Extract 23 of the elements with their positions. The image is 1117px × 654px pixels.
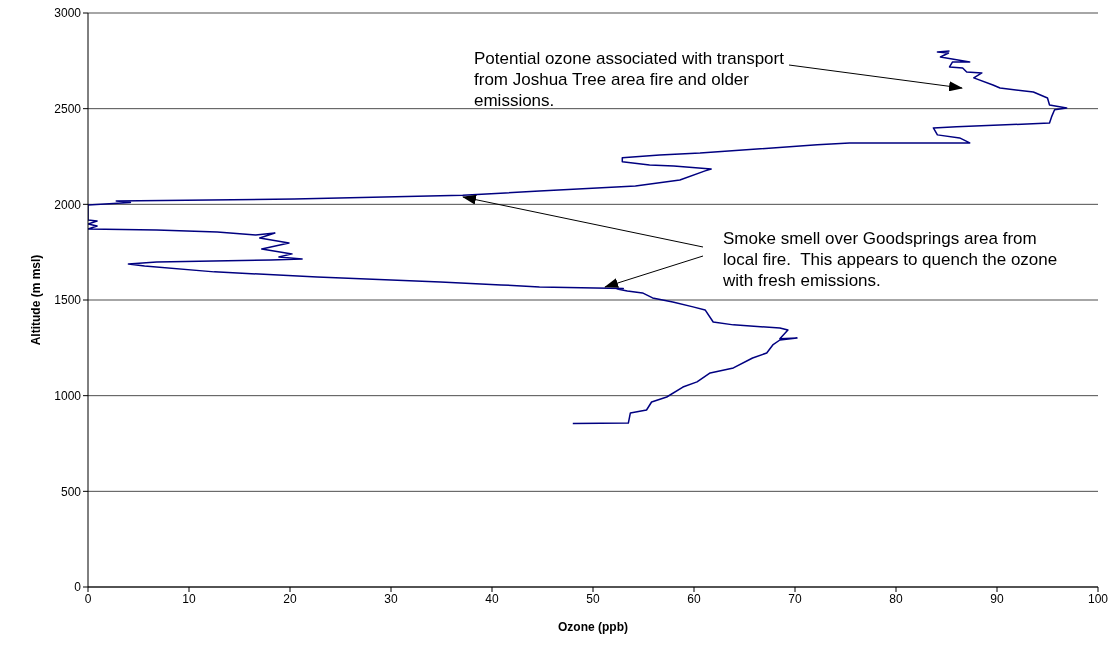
y-axis-title: Altitude (m msl) xyxy=(29,254,44,346)
line-series xyxy=(88,50,1068,425)
y-tick-label: 2000 xyxy=(54,197,82,212)
x-tick-label: 20 xyxy=(283,591,297,606)
x-tick-label: 60 xyxy=(687,591,701,606)
x-tick-label: 30 xyxy=(384,591,398,606)
x-tick-label: 0 xyxy=(84,591,92,606)
y-tick-label: 500 xyxy=(60,484,82,499)
y-tick-label: 3000 xyxy=(54,6,82,21)
annotation: Potential ozone associated with transport from Joshua Tree area fire and older emissions. xyxy=(474,48,785,111)
x-tick-label: 10 xyxy=(182,591,196,606)
x-tick-label: 70 xyxy=(788,591,802,606)
x-axis-title: Ozone (ppb) xyxy=(558,620,628,634)
y-tick-label: 0 xyxy=(74,580,82,595)
y-tick-label: 2500 xyxy=(54,101,82,116)
annotation: Smoke smell over Goodsprings area from local fire. This appears to quench the ozone with fresh emissions. xyxy=(723,228,1059,291)
y-tick-label: 1000 xyxy=(54,388,82,403)
x-tick-label: 80 xyxy=(889,591,903,606)
x-tick-label: 100 xyxy=(1087,591,1109,606)
x-tick-label: 50 xyxy=(586,591,600,606)
y-tick-label: 1500 xyxy=(54,293,82,308)
x-tick-label: 40 xyxy=(485,591,499,606)
x-tick-label: 90 xyxy=(990,591,1004,606)
